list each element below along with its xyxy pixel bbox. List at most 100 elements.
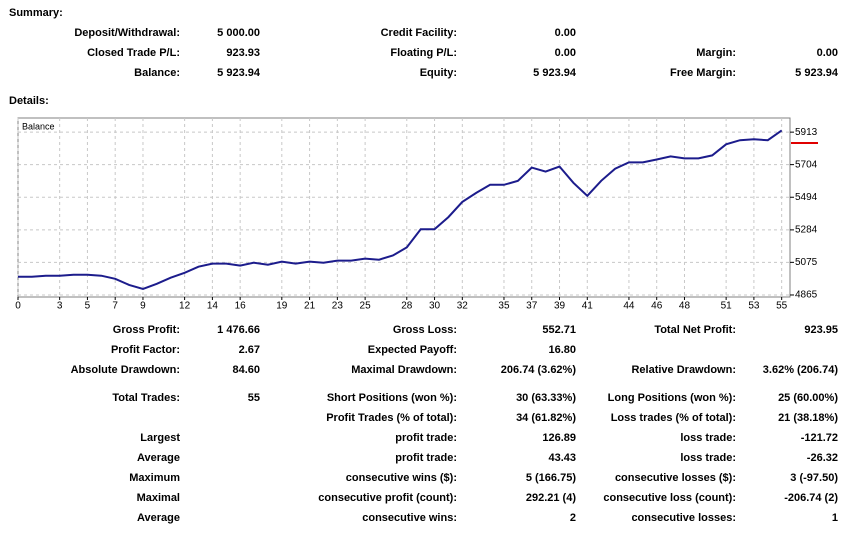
- field-value: 55: [248, 392, 260, 404]
- x-tick-label: 46: [651, 301, 663, 312]
- field-label: consecutive wins ($):: [346, 472, 457, 484]
- field-label: profit trade:: [395, 452, 457, 464]
- field-label: Average: [137, 512, 180, 524]
- field-value: 2.67: [239, 344, 260, 356]
- field-label: Expected Payoff:: [368, 344, 457, 356]
- field-label: Maximum: [129, 472, 180, 484]
- field-label: loss trade:: [680, 432, 736, 444]
- x-tick-label: 30: [429, 301, 441, 312]
- field-label: consecutive losses ($):: [615, 472, 736, 484]
- field-label: Deposit/Withdrawal:: [74, 27, 180, 39]
- field-value: -26.32: [807, 452, 838, 464]
- field-label: consecutive profit (count):: [318, 492, 457, 504]
- field-label: Loss trades (% of total):: [611, 412, 736, 424]
- x-tick-label: 5: [85, 301, 91, 312]
- x-tick-label: 19: [276, 301, 288, 312]
- field-value: 30 (63.33%): [516, 392, 576, 404]
- chart-frame: [17, 117, 791, 298]
- x-tick-label: 48: [679, 301, 691, 312]
- x-tick-label: 7: [112, 301, 118, 312]
- field-label: profit trade:: [395, 432, 457, 444]
- field-value: 3 (-97.50): [790, 472, 838, 484]
- field-label: Short Positions (won %):: [327, 392, 457, 404]
- field-value: 126.89: [542, 432, 576, 444]
- x-tick-label: 21: [304, 301, 316, 312]
- field-value: 84.60: [232, 364, 260, 376]
- field-label: Profit Factor:: [111, 344, 180, 356]
- field-value: 3.62% (206.74): [763, 364, 839, 376]
- x-tick-label: 32: [457, 301, 469, 312]
- summary-title: Summary:: [9, 7, 63, 19]
- x-tick-label: 28: [401, 301, 413, 312]
- field-value: 34 (61.82%): [516, 412, 576, 424]
- x-tick-label: 37: [526, 301, 538, 312]
- field-value: 292.21 (4): [526, 492, 576, 504]
- x-tick-label: 14: [207, 301, 219, 312]
- field-label: Gross Profit:: [113, 324, 180, 336]
- field-label: Profit Trades (% of total):: [326, 412, 457, 424]
- field-label: Long Positions (won %):: [608, 392, 736, 404]
- field-value: 21 (38.18%): [778, 412, 838, 424]
- field-label: Relative Drawdown:: [631, 364, 736, 376]
- field-value: 25 (60.00%): [778, 392, 838, 404]
- field-label: Credit Facility:: [381, 27, 457, 39]
- field-label: loss trade:: [680, 452, 736, 464]
- x-tick-label: 53: [748, 301, 760, 312]
- field-value: 206.74 (3.62%): [501, 364, 577, 376]
- field-value: 1: [832, 512, 838, 524]
- field-label: consecutive loss (count):: [603, 492, 736, 504]
- y-tick-label: 5494: [795, 192, 818, 203]
- field-value: 923.93: [226, 47, 260, 59]
- y-tick-label: 5913: [795, 127, 818, 138]
- field-label: Floating P/L:: [390, 47, 457, 59]
- x-tick-label: 25: [360, 301, 372, 312]
- x-tick-label: 3: [57, 301, 63, 312]
- field-label: Maximal Drawdown:: [351, 364, 457, 376]
- field-value: 5 923.94: [217, 67, 261, 79]
- field-value: 16.80: [548, 344, 576, 356]
- x-tick-label: 16: [235, 301, 247, 312]
- field-label: Maximal: [137, 492, 180, 504]
- field-label: Average: [137, 452, 180, 464]
- field-value: 552.71: [542, 324, 576, 336]
- field-label: consecutive losses:: [631, 512, 736, 524]
- x-tick-label: 44: [623, 301, 635, 312]
- x-tick-label: 23: [332, 301, 344, 312]
- field-value: 0.00: [817, 47, 838, 59]
- field-value: -121.72: [801, 432, 838, 444]
- field-value: 923.95: [804, 324, 838, 336]
- field-value: 0.00: [555, 27, 576, 39]
- x-tick-label: 39: [554, 301, 566, 312]
- field-value: -206.74 (2): [784, 492, 838, 504]
- field-value: 2: [570, 512, 576, 524]
- field-value: 0.00: [555, 47, 576, 59]
- field-label: Absolute Drawdown:: [71, 364, 180, 376]
- field-value: 5 (166.75): [526, 472, 576, 484]
- x-tick-label: 9: [140, 301, 146, 312]
- details-title: Details:: [9, 95, 49, 107]
- field-value: 5 000.00: [217, 27, 260, 39]
- y-tick-label: 5704: [795, 159, 818, 170]
- x-tick-label: 0: [15, 301, 21, 312]
- field-label: Balance:: [134, 67, 180, 79]
- field-label: Closed Trade P/L:: [87, 47, 180, 59]
- y-tick-label: 4865: [795, 290, 818, 301]
- field-label: Total Trades:: [112, 392, 180, 404]
- field-value: 5 923.94: [533, 67, 577, 79]
- field-label: Equity:: [420, 67, 457, 79]
- balance-line: [18, 129, 783, 290]
- field-label: Total Net Profit:: [654, 324, 736, 336]
- x-tick-label: 41: [582, 301, 594, 312]
- field-value: 5 923.94: [795, 67, 839, 79]
- field-value: 1 476.66: [217, 324, 260, 336]
- x-tick-label: 51: [721, 301, 733, 312]
- field-value: 43.43: [548, 452, 576, 464]
- field-label: Margin:: [696, 47, 736, 59]
- x-tick-label: 55: [776, 301, 788, 312]
- field-label: Largest: [140, 432, 180, 444]
- x-tick-label: 35: [498, 301, 510, 312]
- y-tick-label: 5284: [795, 225, 818, 236]
- x-tick-label: 12: [179, 301, 191, 312]
